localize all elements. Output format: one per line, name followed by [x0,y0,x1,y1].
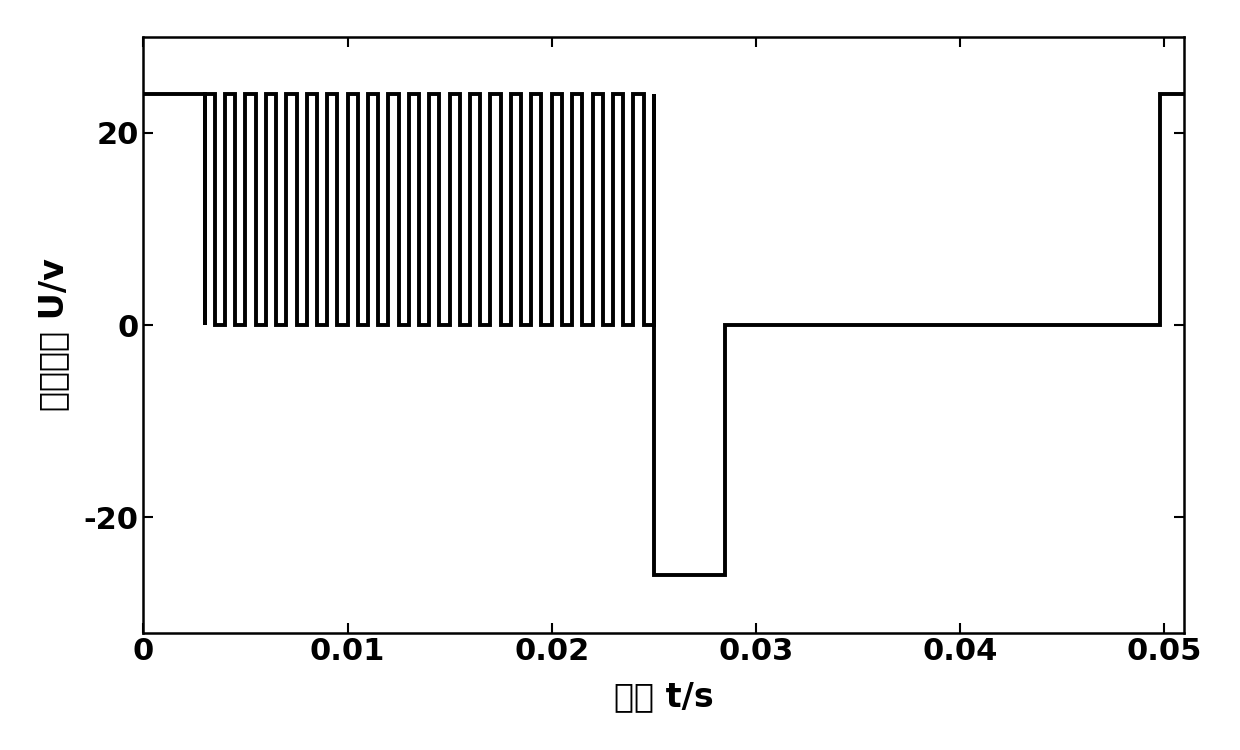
Y-axis label: 电压幅値 U/v: 电压幅値 U/v [37,258,69,411]
X-axis label: 时间 t/s: 时间 t/s [614,680,714,713]
